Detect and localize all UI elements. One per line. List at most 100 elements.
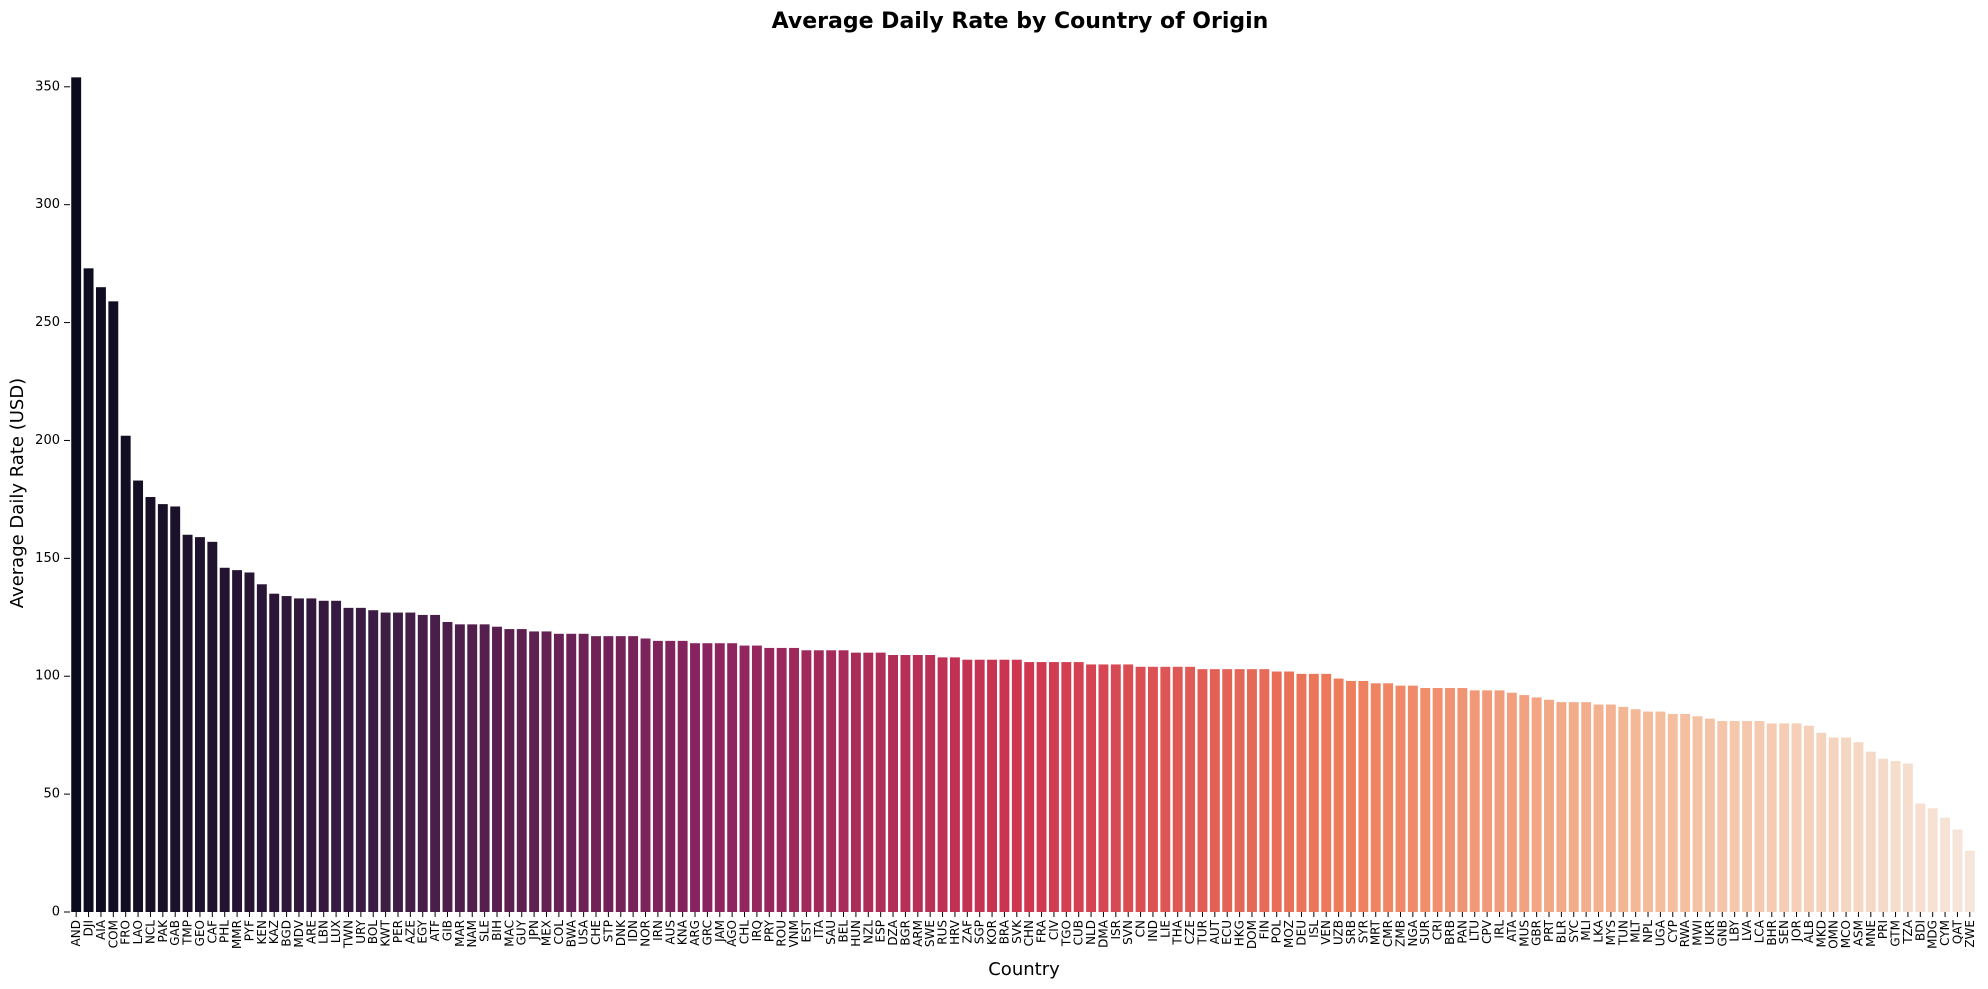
bar (1469, 690, 1480, 912)
bar (912, 655, 923, 912)
x-tick-label: GBR (1530, 920, 1544, 946)
x-tick-label: PRT (1542, 919, 1556, 942)
bar (492, 626, 502, 912)
x-tick-label: POL (1270, 920, 1284, 944)
x-tick-label: KAZ (267, 920, 281, 944)
bar (1061, 662, 1072, 912)
x-tick-label: COL (552, 920, 566, 945)
x-axis-label: Country (988, 959, 1060, 980)
x-tick-label: JPN (527, 920, 541, 941)
bar (1890, 761, 1901, 912)
bar (1779, 723, 1790, 912)
bar (1531, 697, 1542, 912)
x-tick-label: HKG (1233, 920, 1247, 946)
x-tick-label: BDI (1913, 920, 1927, 941)
bar (1420, 688, 1431, 912)
bar (900, 655, 911, 912)
bar (1766, 723, 1777, 912)
bar (1011, 659, 1022, 912)
bar (677, 640, 688, 912)
x-tick-label: PER (391, 920, 405, 943)
bar (1865, 751, 1876, 912)
bar (1729, 721, 1740, 912)
bar (962, 659, 973, 912)
bar (1556, 702, 1567, 912)
x-tick-label: ARG (688, 920, 702, 946)
bar (294, 598, 304, 912)
x-tick-label: ASM (1851, 920, 1865, 946)
bar (331, 600, 342, 912)
bar (1209, 669, 1220, 912)
bar (442, 621, 453, 912)
x-tick-label: MEX (540, 920, 554, 946)
x-tick-label: SWE (923, 920, 937, 947)
x-tick-label: IRQ (750, 920, 764, 941)
x-tick-label: ROU (775, 920, 789, 947)
y-axis-label: Average Daily Rate (USD) (7, 378, 28, 608)
bar (1024, 662, 1035, 912)
bar (269, 593, 280, 912)
x-tick-label: MKD (1814, 920, 1828, 947)
x-tick-label: HUN (849, 920, 863, 947)
bar (628, 636, 639, 912)
bar (281, 596, 292, 912)
y-tick-label: 300 (35, 197, 60, 212)
bar (1172, 666, 1183, 912)
x-tick-label: VNM (787, 920, 801, 948)
bar (1284, 671, 1295, 912)
bar (133, 480, 144, 912)
x-tick-label: MOZ (1282, 920, 1296, 948)
bar (578, 633, 589, 912)
x-tick-label: ECU (1220, 920, 1234, 945)
x-tick-label: AGO (725, 920, 739, 947)
x-tick-label: ZWE (1963, 920, 1977, 948)
bar (541, 631, 552, 912)
x-tick-label: KEN (255, 920, 269, 944)
bar (1259, 669, 1270, 912)
bar (1036, 662, 1047, 912)
bar (1680, 713, 1691, 912)
bar (1605, 704, 1616, 912)
x-tick-label: ARE (304, 920, 318, 944)
x-tick-label: CHL (738, 920, 752, 944)
bar (529, 631, 540, 912)
x-tick-label: PAN (1455, 920, 1469, 944)
x-tick-label: SEN (1777, 920, 1791, 944)
x-tick-label: TUN (1616, 920, 1630, 946)
x-tick-label: BEL (837, 920, 851, 943)
bar (1148, 666, 1158, 912)
bar (479, 624, 490, 912)
bar (1667, 713, 1678, 912)
y-tick-label: 100 (35, 669, 60, 684)
bar (603, 636, 614, 912)
bar (417, 614, 428, 912)
bar (789, 647, 799, 912)
bar (974, 659, 985, 912)
x-tick-label: ITA (812, 919, 826, 938)
bar (157, 504, 168, 912)
bar (764, 647, 775, 912)
y-tick-label: 150 (35, 551, 60, 566)
bar (1853, 742, 1864, 912)
x-tick-label: NCL (143, 920, 157, 944)
x-tick-label: DEU (1294, 920, 1308, 946)
x-tick-label: GAB (168, 920, 182, 946)
x-tick-label: CHE (589, 920, 603, 945)
x-tick-label: EST (799, 919, 813, 942)
x-tick-label: NZL (861, 920, 875, 944)
x-tick-label: MMR (230, 920, 244, 949)
bar (145, 497, 156, 912)
y-tick-label: 200 (35, 433, 60, 448)
bar (318, 600, 329, 912)
bar (1395, 685, 1406, 912)
bar (1234, 669, 1245, 912)
x-tick-label: NPL (1641, 920, 1655, 943)
x-tick-label: AZE (403, 920, 417, 944)
x-tick-label: GTM (1889, 920, 1903, 947)
x-tick-label: SRB (1344, 920, 1358, 944)
x-tick-label: CRI (1431, 920, 1445, 940)
x-tick-label: GRC (700, 920, 714, 945)
x-tick-label: DMA (1096, 919, 1110, 948)
bar (1407, 685, 1418, 912)
bar (1160, 666, 1171, 912)
